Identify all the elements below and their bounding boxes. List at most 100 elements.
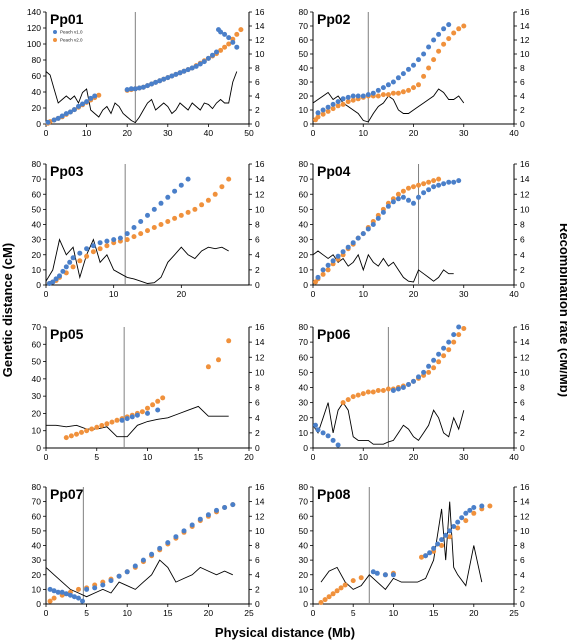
v1-point [330,258,336,264]
v1-point [51,588,57,594]
v1-point [340,96,346,102]
y-tick-label: 60 [299,189,309,199]
v2-point [226,176,232,182]
y-tick-label: 40 [32,374,42,384]
panel-title: Pp08 [317,486,351,502]
v1-point [456,178,462,184]
v1-point [97,240,103,246]
v1-point [416,57,421,63]
panel-title: Pp02 [317,11,351,27]
y2-tick-label: 12 [255,189,265,199]
v2-point [447,534,453,540]
v1-point [315,110,321,116]
v1-point [395,75,401,81]
y-tick-label: 30 [32,391,42,401]
v1-point [355,235,361,241]
v1-point [47,586,53,592]
v1-point [165,540,171,546]
panel-pp03: 0 10 20 30 40 50 60 70 80 0 2 4 6 8 10 12 14 16 0 10 20 Pp03 [32,159,265,299]
v1-point [67,592,73,598]
v1-point [57,273,62,279]
y-tick-label: 20 [299,91,309,101]
v2-point [325,108,331,114]
x-tick-label: 20 [409,452,419,462]
y-tick-label: 30 [299,398,309,408]
v1-point [431,37,437,43]
v1-point [313,422,318,428]
v2-point [318,600,324,605]
y-tick-label: 40 [299,541,309,551]
v2-point [325,267,331,273]
v1-point [84,586,90,592]
v1-point [315,274,321,280]
x-tick-label: 40 [204,128,214,138]
x-tick-label: 25 [509,608,519,618]
y-tick-label: 10 [299,584,309,594]
y-tick-label: 30 [299,555,309,565]
y-tick-label: 70 [32,497,42,507]
v2-point [463,518,469,524]
y2-tick-label: 0 [520,599,525,609]
y2-tick-label: 12 [520,35,530,45]
v1-point [471,505,477,510]
v1-point [108,578,114,584]
v1-point [124,87,130,93]
v1-point [230,39,236,45]
v2-point [234,31,240,37]
v1-point [201,59,207,65]
y-tick-label: 100 [27,39,41,49]
v2-point [326,594,332,600]
v2-point [330,591,336,597]
v1-point [447,528,453,534]
x-tick-label: 5 [84,608,89,618]
v1-point [455,519,461,525]
y2-tick-label: 2 [255,265,260,275]
recombination-rate-line [312,250,454,283]
v1-point [406,382,411,387]
y2-tick-label: 8 [520,383,525,393]
v1-point [370,222,376,227]
v2-point [345,397,351,403]
v1-point [173,71,179,77]
v1-point [436,31,442,37]
v1-point [375,215,381,221]
recombination-rate-line [312,401,465,445]
v2-point [335,103,341,109]
v1-point [100,582,106,588]
v1-point [197,61,203,67]
v1-point [340,249,346,255]
v2-point [320,111,326,117]
y2-tick-label: 10 [255,204,265,214]
y-tick-label: 80 [299,159,309,169]
v1-point [210,52,215,58]
v1-point [149,81,155,87]
y-tick-label: 40 [299,383,309,393]
v2-point [222,44,228,50]
x-tick-label: 0 [311,289,316,299]
y2-tick-label: 16 [520,322,530,332]
v1-point [80,598,85,604]
v1-point [189,65,195,71]
y-tick-label: 0 [303,599,308,609]
y-tick-label: 0 [36,443,41,453]
v2-point [461,326,467,331]
recombination-rate-line [45,238,229,284]
v1-point [320,107,326,113]
y2-tick-label: 12 [255,511,265,521]
v2-point [451,339,457,345]
v1-point [479,503,485,509]
y-tick-label: 10 [299,265,309,275]
v1-point [385,82,391,88]
y-tick-label: 70 [32,174,42,184]
v1-point [60,268,66,274]
y-tick-label: 50 [299,526,309,536]
y2-tick-label: 2 [520,265,525,275]
v1-point [234,44,240,50]
v1-point [53,276,59,282]
y-tick-label: 30 [299,77,309,87]
v2-point [436,176,442,182]
v2-point [104,243,110,249]
v1-point [84,99,90,105]
y2-tick-label: 8 [255,63,260,73]
v2-point [238,27,244,33]
